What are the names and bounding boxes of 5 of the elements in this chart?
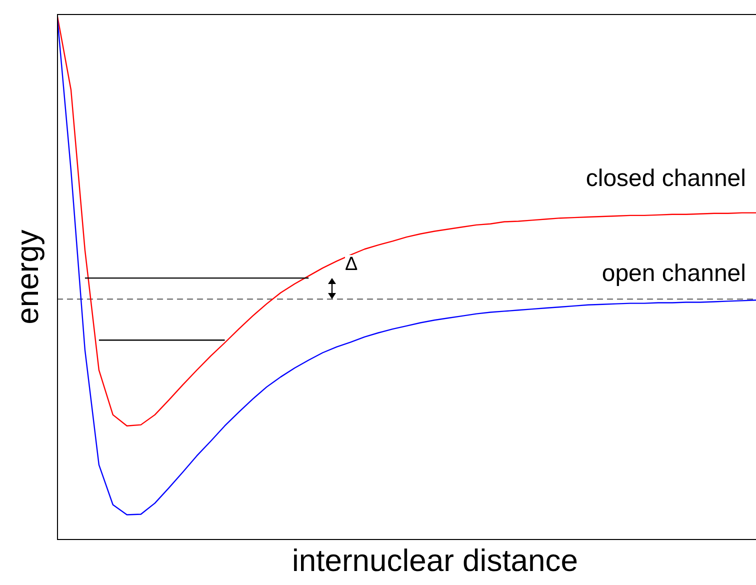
series-label: open channel [602, 260, 746, 288]
series-label: closed channel [586, 164, 746, 193]
x-axis-title: internuclear distance [290, 543, 580, 579]
y-axis-title: energy [10, 230, 46, 324]
annotation: Δ [345, 254, 358, 275]
